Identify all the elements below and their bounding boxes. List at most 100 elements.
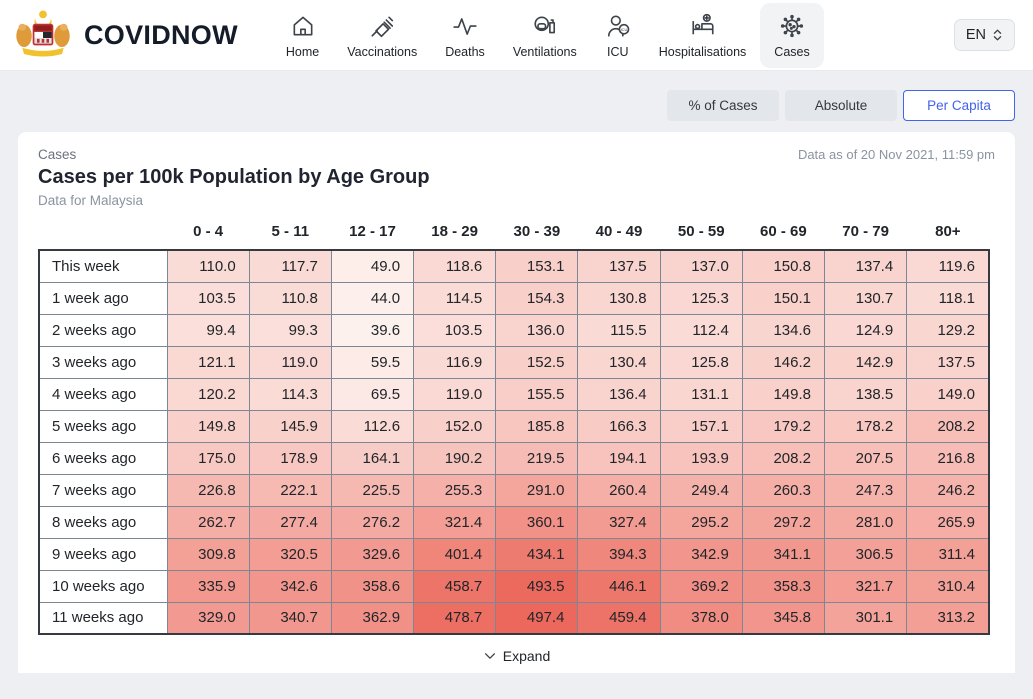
heatmap-cell: 112.4 [659,313,743,347]
mask-face-icon [532,11,558,41]
row-label: 6 weeks ago [38,441,168,475]
heatmap-cell: 155.5 [495,377,579,411]
heatmap-cell: 327.4 [577,505,661,539]
top-header: COVIDNOW Home Vaccinations Deaths Ventil… [0,0,1033,71]
heatmap-table: 0 - 4 5 - 11 12 - 17 18 - 29 30 - 39 40 - 49 5… [38,223,990,635]
view-toggle-group: % of Cases Absolute Per Capita [18,90,1015,121]
home-icon [290,11,316,41]
heatmap-cell: 154.3 [495,281,579,315]
heatmap-cell: 59.5 [330,345,415,379]
svg-text:ICU: ICU [620,27,627,32]
heatmap-cell: 313.2 [906,601,990,635]
heatmap-cell: 358.3 [741,569,826,603]
column-header: 60 - 69 [760,223,807,240]
table-row: This week 110.0 117.7 49.0 118.6 153.1 137.5 13… [38,249,990,283]
nav-item-vaccinations[interactable]: Vaccinations [333,0,431,71]
row-label: 1 week ago [38,281,168,315]
heatmap-cell: 138.5 [823,377,908,411]
row-label: 3 weeks ago [38,345,168,379]
heatmap-cell: 281.0 [823,505,908,539]
heatmap-cell: 112.6 [330,409,415,443]
heatmap-cell: 297.2 [741,505,826,539]
page-title: Cases per 100k Population by Age Group [38,166,430,188]
heatmap-cell: 125.3 [659,281,743,315]
table-row: 11 weeks ago 329.0 340.7 362.9 478.7 497.4 459… [38,601,990,635]
heatmap-cell: 321.7 [823,569,908,603]
row-label: 11 weeks ago [38,601,168,635]
heatmap-cell: 153.1 [495,249,579,283]
heatmap-cell: 219.5 [495,441,579,475]
toggle-percent-of-cases[interactable]: % of Cases [667,90,779,121]
nav-item-cases[interactable]: Cases [760,2,824,68]
heatmap-cell: 157.1 [659,409,743,443]
row-label: 8 weeks ago [38,505,168,539]
heatmap-cell: 493.5 [495,569,579,603]
row-label: 4 weeks ago [38,377,168,411]
heatmap-cell: 291.0 [495,473,579,507]
heatmap-cell: 329.6 [330,537,415,571]
heatmap-cell: 216.8 [906,441,990,475]
heatmap-cell: 129.2 [906,313,990,347]
heatmap-cell: 255.3 [413,473,497,507]
table-row: 2 weeks ago 99.4 99.3 39.6 103.5 136.0 115.5 11… [38,313,990,347]
heatmap-cell: 125.8 [659,345,743,379]
heatmap-cell: 335.9 [166,569,250,603]
heatmap-cell: 342.9 [659,537,743,571]
heatmap-cell: 175.0 [166,441,250,475]
heatmap-cell: 179.2 [741,409,826,443]
language-selector[interactable]: EN [953,19,1015,51]
heatmap-cell: 249.4 [659,473,743,507]
column-header: 18 - 29 [431,223,478,240]
nav-item-hospitalisations[interactable]: Hospitalisations [645,0,761,71]
table-row: 5 weeks ago 149.8 145.9 112.6 152.0 185.8 166.… [38,409,990,443]
heatmap-body: This week 110.0 117.7 49.0 118.6 153.1 137.5 13… [38,249,990,635]
heatmap-cell: 137.5 [577,249,661,283]
nav-item-deaths[interactable]: Deaths [431,0,499,71]
heatmap-cell: 329.0 [166,601,250,635]
nav-label: Ventilations [512,45,577,59]
language-value: EN [965,27,986,43]
heatmap-cell: 39.6 [330,313,415,347]
heatmap-cell: 262.7 [166,505,250,539]
heatmap-cell: 136.0 [495,313,579,347]
table-row: 4 weeks ago 120.2 114.3 69.5 119.0 155.5 136.4… [38,377,990,411]
toggle-per-capita[interactable]: Per Capita [903,90,1015,121]
heatmap-cell: 459.4 [577,601,661,635]
nav-item-home[interactable]: Home [272,0,333,71]
heatmap-cell: 137.4 [823,249,908,283]
expand-button[interactable]: Expand [38,648,995,664]
malaysia-coat-of-arms-logo [16,10,70,57]
heatmap-cell: 137.5 [906,345,990,379]
heatmap-cell: 178.9 [248,441,332,475]
heatmap-cell: 222.1 [248,473,332,507]
heatmap-cell: 120.2 [166,377,250,411]
heatmap-cell: 208.2 [741,441,826,475]
nav-item-ventilations[interactable]: Ventilations [499,0,591,71]
column-header: 80+ [935,223,961,240]
row-label: 5 weeks ago [38,409,168,443]
syringe-icon [369,11,395,41]
card-eyebrow: Cases [38,147,77,162]
expand-label: Expand [502,648,551,664]
heatmap-cell: 136.4 [577,377,661,411]
toggle-absolute[interactable]: Absolute [785,90,897,121]
heatmap-cell: 130.8 [577,281,661,315]
heatmap-cell: 119.6 [906,249,990,283]
heatmap-cell: 301.1 [823,601,908,635]
row-label: 10 weeks ago [38,569,168,603]
heatmap-cell: 225.5 [330,473,415,507]
row-label: This week [38,249,168,283]
heatmap-cell: 117.7 [248,249,332,283]
heatmap-cell: 342.6 [248,569,332,603]
heatmap-cell: 369.2 [659,569,743,603]
heatmap-cell: 130.4 [577,345,661,379]
heatmap-cell: 178.2 [823,409,908,443]
nav-item-icu[interactable]: ICU ICU [591,0,645,71]
heatmap-cell: 193.9 [659,441,743,475]
nav-label: Deaths [445,45,485,59]
table-row: 7 weeks ago 226.8 222.1 225.5 255.3 291.0 260.… [38,473,990,507]
row-label: 2 weeks ago [38,313,168,347]
heatmap-cell: 131.1 [659,377,743,411]
table-row: 1 week ago 103.5 110.8 44.0 114.5 154.3 130.8 1… [38,281,990,315]
empty-corner-cell [39,223,167,250]
